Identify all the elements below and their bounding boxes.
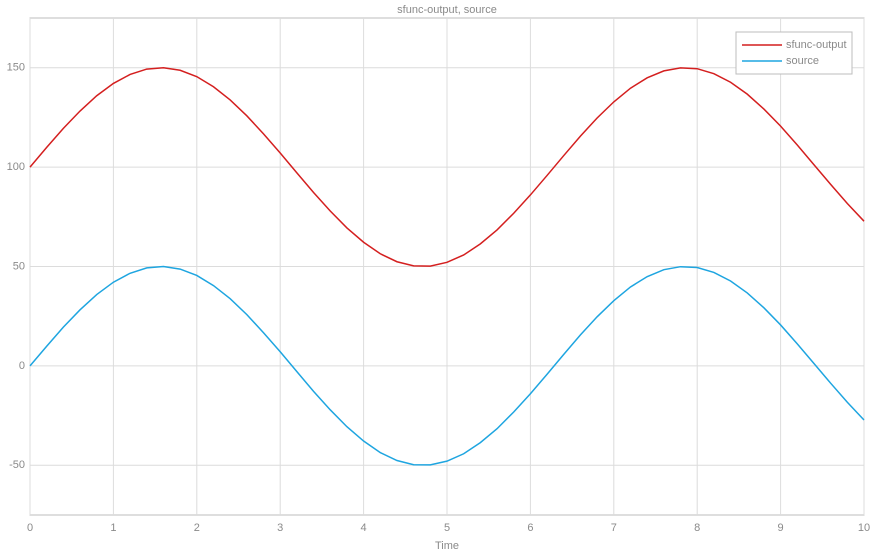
y-tick-label: 0 [19,360,25,372]
legend-box [735,31,853,75]
x-axis-label: Time [435,540,459,552]
y-tick-label: -50 [9,459,25,471]
series-line [29,66,865,267]
legend: sfunc-output source [735,31,853,75]
x-tick-label: 0 [27,522,33,534]
x-tick-label: 7 [611,522,617,534]
x-tick-label: 3 [277,522,283,534]
y-tick-label: 50 [13,260,25,272]
x-tick-label: 4 [361,522,367,534]
series-line [29,265,865,466]
x-tick-label: 10 [858,522,870,534]
legend-label: sfunc-output [786,39,847,51]
x-tick-label: 1 [110,522,116,534]
x-tick-label: 8 [694,522,700,534]
legend-label: source [786,55,819,67]
x-tick-label: 9 [778,522,784,534]
x-tick-label: 6 [527,522,533,534]
y-tick-label: 100 [7,161,25,173]
x-tick-label: 2 [194,522,200,534]
x-tick-label: 5 [444,522,450,534]
chart-title: sfunc-output, source [397,4,497,16]
y-tick-label: 150 [7,62,25,74]
